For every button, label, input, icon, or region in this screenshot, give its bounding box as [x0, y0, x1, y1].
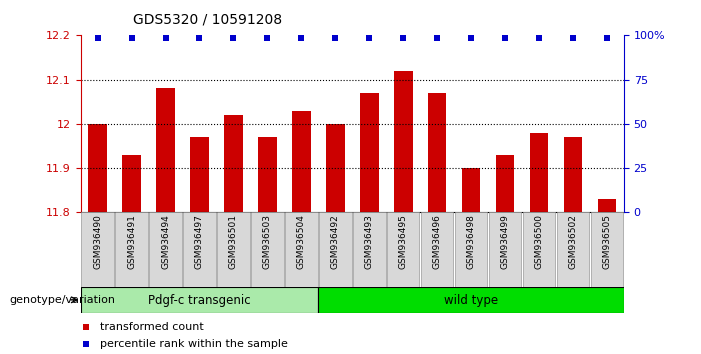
FancyBboxPatch shape [285, 212, 318, 289]
FancyBboxPatch shape [217, 212, 250, 289]
Text: GSM936491: GSM936491 [127, 214, 136, 269]
FancyBboxPatch shape [318, 287, 624, 313]
Text: GSM936501: GSM936501 [229, 214, 238, 269]
Bar [224, 115, 243, 212]
Bar [88, 124, 107, 212]
Text: GSM936494: GSM936494 [161, 214, 170, 269]
Bar [122, 155, 141, 212]
Text: GSM936493: GSM936493 [365, 214, 374, 269]
FancyBboxPatch shape [251, 212, 284, 289]
Text: genotype/variation: genotype/variation [9, 295, 115, 305]
Bar [190, 137, 209, 212]
FancyBboxPatch shape [455, 212, 487, 289]
FancyBboxPatch shape [557, 212, 590, 289]
Text: GSM936492: GSM936492 [331, 214, 340, 269]
FancyBboxPatch shape [353, 212, 386, 289]
Text: GSM936500: GSM936500 [534, 214, 543, 269]
Bar [326, 124, 345, 212]
FancyBboxPatch shape [421, 212, 454, 289]
Text: Pdgf-c transgenic: Pdgf-c transgenic [148, 293, 251, 307]
Bar [258, 137, 277, 212]
FancyBboxPatch shape [387, 212, 419, 289]
Bar [530, 133, 548, 212]
Text: transformed count: transformed count [100, 321, 203, 332]
FancyBboxPatch shape [81, 212, 114, 289]
FancyBboxPatch shape [115, 212, 148, 289]
Text: GSM936505: GSM936505 [602, 214, 611, 269]
Text: wild type: wild type [444, 293, 498, 307]
Bar [360, 93, 379, 212]
Bar [156, 88, 175, 212]
FancyBboxPatch shape [523, 212, 555, 289]
Bar [564, 137, 583, 212]
FancyBboxPatch shape [319, 212, 352, 289]
Text: GSM936496: GSM936496 [433, 214, 442, 269]
Text: percentile rank within the sample: percentile rank within the sample [100, 339, 287, 349]
FancyBboxPatch shape [149, 212, 182, 289]
Text: GSM936499: GSM936499 [501, 214, 510, 269]
Bar [496, 155, 515, 212]
FancyBboxPatch shape [183, 212, 216, 289]
FancyBboxPatch shape [489, 212, 522, 289]
FancyBboxPatch shape [591, 212, 623, 289]
Text: GSM936498: GSM936498 [467, 214, 475, 269]
Text: GSM936502: GSM936502 [569, 214, 578, 269]
Bar [597, 199, 616, 212]
Bar [462, 168, 480, 212]
Bar [292, 110, 311, 212]
Bar [428, 93, 447, 212]
Text: GDS5320 / 10591208: GDS5320 / 10591208 [133, 12, 283, 27]
FancyBboxPatch shape [81, 287, 318, 313]
Text: GSM936495: GSM936495 [399, 214, 408, 269]
Text: GSM936490: GSM936490 [93, 214, 102, 269]
Text: GSM936497: GSM936497 [195, 214, 204, 269]
Text: GSM936503: GSM936503 [263, 214, 272, 269]
Text: GSM936504: GSM936504 [297, 214, 306, 269]
Bar [394, 71, 412, 212]
